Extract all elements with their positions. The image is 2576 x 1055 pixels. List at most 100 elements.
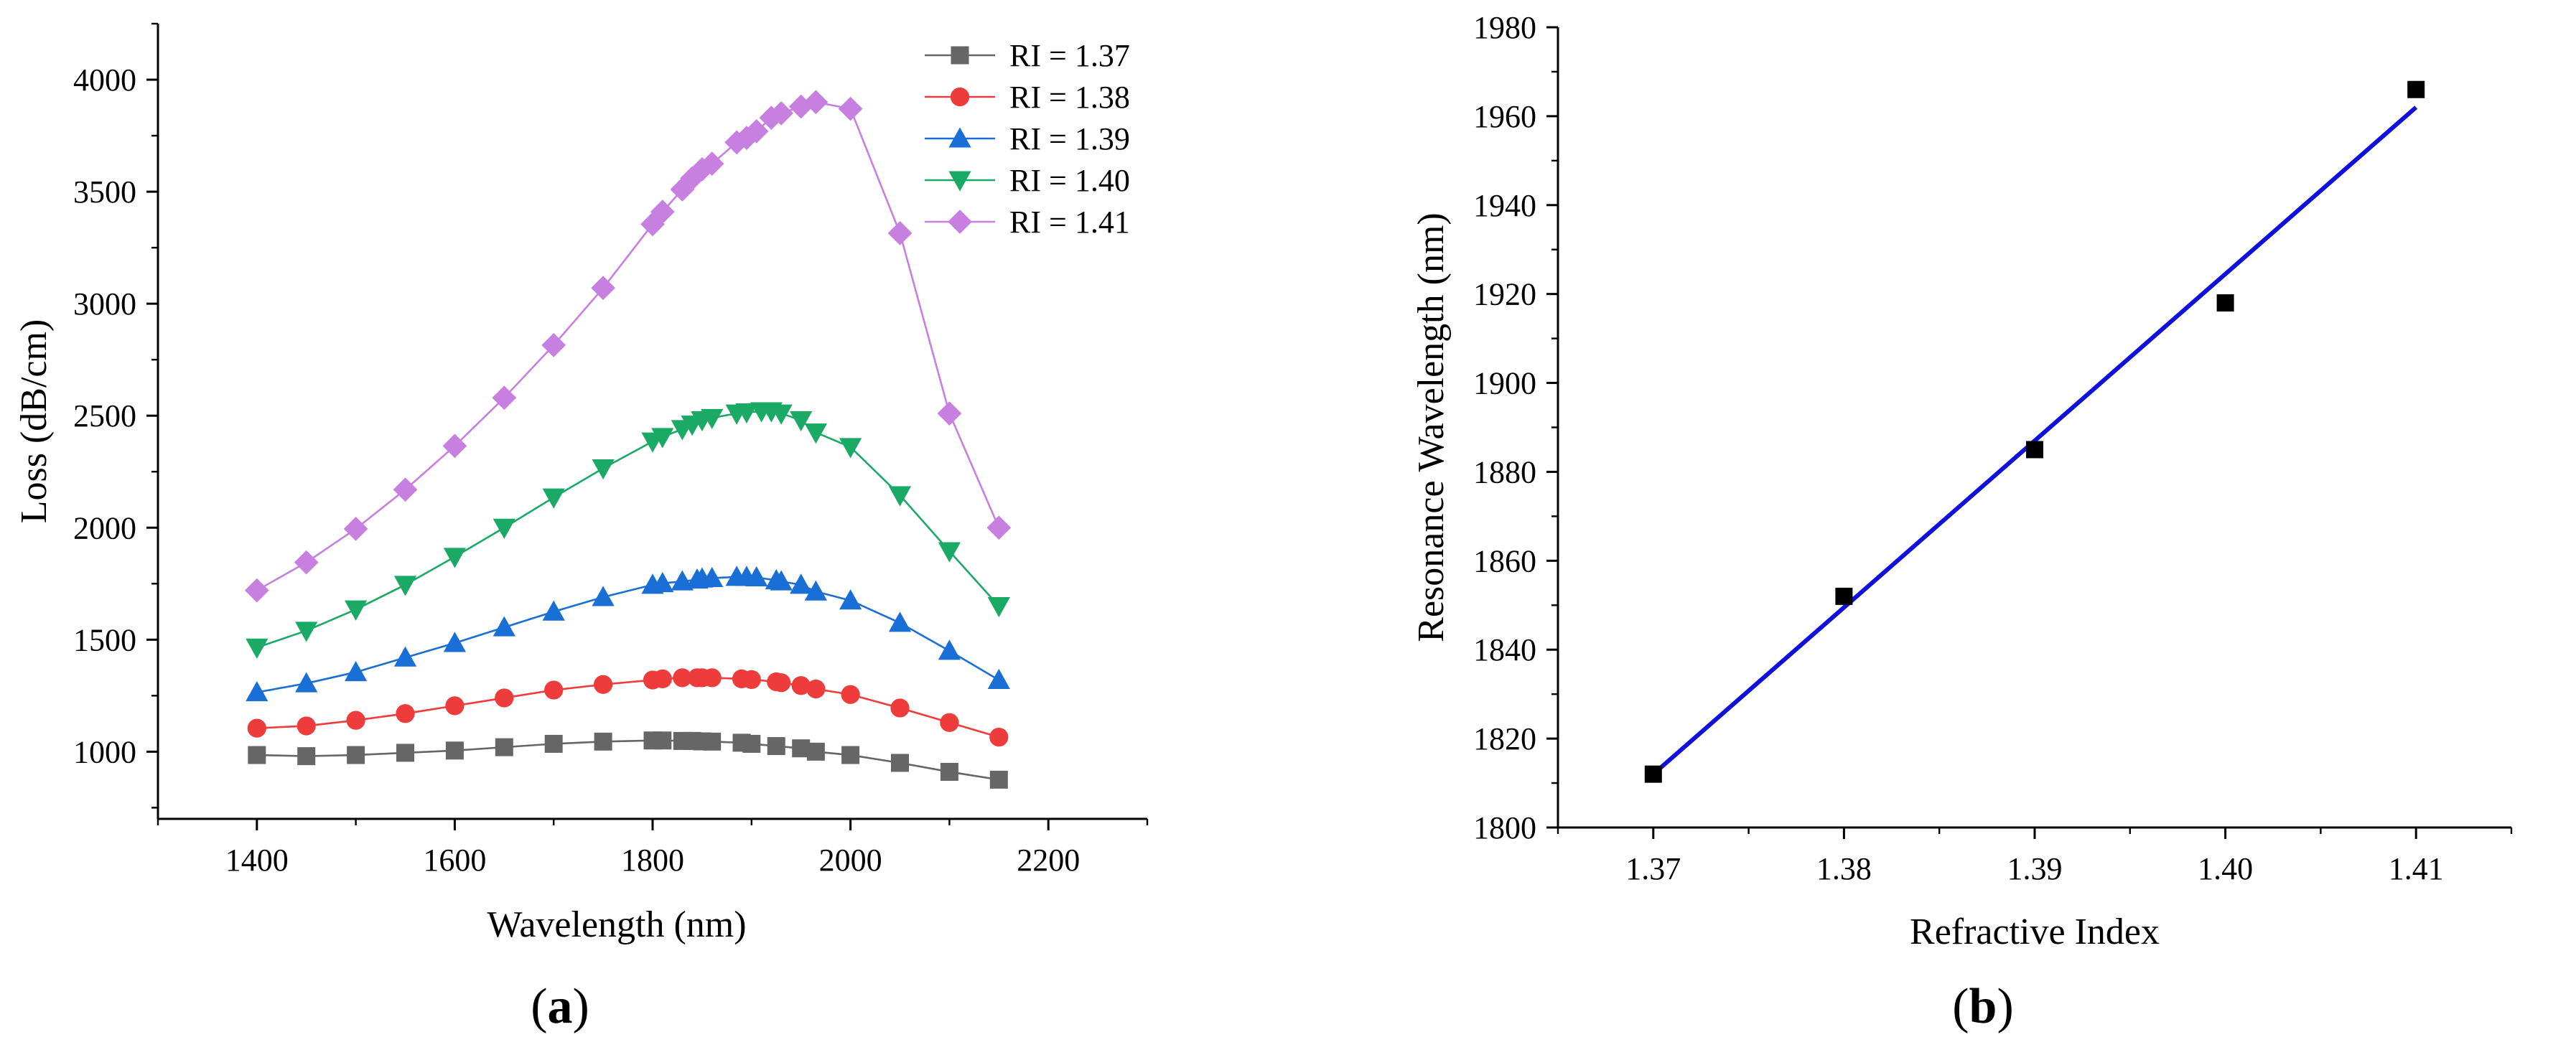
data-point <box>940 762 958 781</box>
data-point <box>495 688 514 708</box>
y-tick-label: 1940 <box>1473 188 1536 223</box>
series-line <box>256 739 999 781</box>
panel-a-label: (a) <box>531 979 589 1034</box>
data-point <box>1835 587 1853 605</box>
data-point <box>772 673 791 693</box>
y-tick-label: 3000 <box>73 286 136 322</box>
data-point <box>804 423 827 444</box>
series-1 <box>248 731 1008 789</box>
data-point <box>443 632 467 652</box>
y-tick-label: 1000 <box>73 734 136 769</box>
data-point <box>742 670 761 689</box>
data-point <box>593 675 613 694</box>
series-line <box>256 410 1000 649</box>
series-4 <box>246 402 1010 659</box>
legend-marker <box>948 171 971 192</box>
data-point <box>938 639 961 660</box>
legend-marker <box>948 210 972 234</box>
data-point <box>396 744 414 762</box>
y-tick-label: 1840 <box>1473 632 1536 667</box>
data-point <box>294 550 319 575</box>
panel-a-axes <box>157 24 1147 820</box>
legend-label: RI = 1.41 <box>1009 205 1130 240</box>
legend-label: RI = 1.39 <box>1009 121 1130 156</box>
data-point <box>442 433 467 459</box>
data-point <box>592 586 615 606</box>
data-point <box>295 672 318 693</box>
data-point <box>493 616 515 637</box>
legend-label: RI = 1.40 <box>1009 163 1130 198</box>
data-point <box>806 742 825 761</box>
data-point <box>445 741 464 760</box>
data-point <box>888 486 912 507</box>
data-point <box>742 734 761 753</box>
data-point <box>2216 294 2234 312</box>
series-2 <box>247 668 1009 747</box>
series-line <box>256 677 999 738</box>
y-tick-label: 1920 <box>1473 277 1536 312</box>
data-point <box>938 542 961 563</box>
data-point <box>542 600 565 621</box>
panel-b-resonance-chart: 1.37 1.38 1.39 1.40 1.41 1800 1820 1840 1860 1880… <box>1411 10 2513 1034</box>
y-tick-label: 1880 <box>1473 454 1536 489</box>
panel-a-x-axis-title: Wavelength (nm) <box>487 904 746 945</box>
data-point <box>344 660 368 682</box>
data-point <box>803 90 829 115</box>
data-point <box>701 566 724 587</box>
x-tick-label: 2000 <box>819 843 882 878</box>
y-tick-label: 2000 <box>73 510 136 545</box>
y-tick-label: 1860 <box>1473 543 1536 578</box>
data-point <box>592 459 615 480</box>
data-point <box>770 404 793 425</box>
legend-marker <box>948 127 971 148</box>
data-point <box>701 408 724 429</box>
data-point <box>347 746 365 764</box>
data-point <box>745 566 768 587</box>
data-point <box>791 676 811 695</box>
data-point <box>2407 80 2425 98</box>
data-point <box>987 668 1010 689</box>
data-point <box>790 411 813 432</box>
data-point <box>651 428 674 449</box>
data-point <box>703 732 722 751</box>
data-point <box>767 737 785 756</box>
data-point <box>987 596 1010 618</box>
data-point <box>989 770 1008 789</box>
panel-b-y-axis-title: Resonance Wavelength (nm) <box>1411 212 1452 642</box>
data-point <box>343 516 368 541</box>
data-point <box>653 731 672 750</box>
data-point <box>839 438 862 459</box>
data-point <box>544 734 563 753</box>
data-point <box>244 578 269 603</box>
legend-marker <box>951 46 969 65</box>
x-tick-label: 1.37 <box>1625 851 1681 886</box>
y-tick-label: 1500 <box>73 622 136 657</box>
data-point <box>770 570 793 591</box>
data-point <box>591 276 615 301</box>
data-point <box>986 515 1012 540</box>
y-tick-label: 1900 <box>1473 366 1536 401</box>
data-point <box>492 385 517 411</box>
series-line <box>256 576 999 693</box>
y-tick-label: 3500 <box>73 174 136 210</box>
data-point <box>790 573 813 594</box>
panel-b-label: (b) <box>1952 979 2014 1034</box>
data-point <box>248 746 266 764</box>
data-point <box>890 698 910 718</box>
data-point <box>838 96 863 121</box>
data-point <box>542 488 565 509</box>
y-tick-label: 2500 <box>73 398 136 433</box>
data-point <box>937 401 962 426</box>
data-point <box>1644 765 1662 783</box>
legend-marker <box>950 87 970 107</box>
data-point <box>702 668 722 688</box>
data-point <box>735 403 758 424</box>
fit-line <box>1651 106 2418 776</box>
data-point <box>989 727 1009 747</box>
x-tick-label: 1.41 <box>2389 851 2444 886</box>
data-point <box>804 580 827 601</box>
series-line <box>256 100 1000 591</box>
panel-a-y-axis-title: Loss (dB/cm) <box>14 319 55 524</box>
data-point <box>297 716 316 736</box>
panel-b-x-axis-title: Refractive Index <box>1910 911 2160 952</box>
